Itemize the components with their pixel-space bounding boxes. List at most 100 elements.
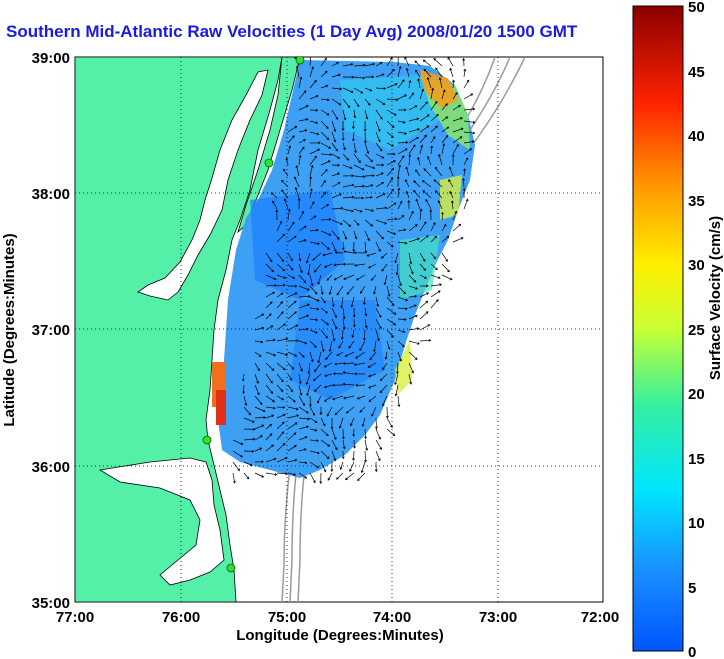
velocity-arrow bbox=[287, 362, 295, 370]
velocity-arrow bbox=[336, 472, 344, 480]
velocity-arrow bbox=[265, 263, 275, 273]
velocity-arrow bbox=[419, 338, 432, 342]
velocity-arrow bbox=[423, 68, 432, 78]
velocity-arrow bbox=[342, 362, 355, 365]
velocity-arrow bbox=[287, 472, 297, 476]
velocity-arrow bbox=[309, 131, 320, 136]
x-tick-label: 76:00 bbox=[162, 609, 200, 626]
velocity-arrow bbox=[276, 292, 284, 298]
velocity-arrow bbox=[379, 373, 388, 381]
velocity-arrow bbox=[423, 168, 432, 177]
velocity-arrow bbox=[429, 209, 433, 221]
colorbar-tick: 0 bbox=[688, 644, 696, 659]
velocity-arrow bbox=[386, 241, 394, 248]
velocity-arrow bbox=[353, 219, 360, 226]
velocity-arrow bbox=[430, 221, 436, 232]
y-tick-label: 37:00 bbox=[32, 322, 70, 339]
colorbar-tick: 5 bbox=[688, 580, 696, 597]
velocity-arrow bbox=[364, 195, 373, 199]
station-marker bbox=[226, 563, 236, 573]
velocity-arrow bbox=[342, 62, 354, 67]
x-tick-labels: 77:00 76:00 75:00 74:00 73:00 72:00 bbox=[56, 609, 619, 626]
velocity-arrow bbox=[374, 417, 378, 430]
velocity-arrow bbox=[342, 241, 345, 251]
velocity-arrow bbox=[342, 142, 346, 151]
velocity-arrow bbox=[419, 311, 429, 320]
velocity-arrow bbox=[430, 263, 438, 271]
colorbar bbox=[632, 5, 684, 652]
velocity-arrow bbox=[254, 460, 264, 464]
velocity-arrow bbox=[305, 373, 311, 386]
velocity-arrow bbox=[430, 145, 434, 155]
velocity-arrow bbox=[408, 362, 414, 374]
station-marker bbox=[202, 435, 212, 445]
velocity-arrow bbox=[352, 241, 356, 252]
x-tick-label: 73:00 bbox=[479, 609, 517, 626]
velocity-arrow bbox=[309, 57, 312, 67]
velocity-arrow bbox=[422, 190, 432, 199]
velocity-arrow bbox=[386, 318, 397, 326]
velocity-arrow bbox=[441, 134, 449, 144]
velocity-arrow bbox=[364, 318, 368, 329]
velocity-arrow bbox=[364, 230, 370, 242]
velocity-arrow bbox=[375, 87, 387, 90]
velocity-arrow bbox=[298, 90, 307, 100]
velocity-arrow bbox=[309, 461, 320, 469]
velocity-arrow bbox=[364, 75, 375, 79]
station-marker bbox=[295, 57, 305, 65]
velocity-arrow bbox=[386, 68, 395, 78]
velocity-arrow bbox=[309, 406, 315, 416]
velocity-arrow bbox=[364, 153, 373, 163]
velocity-vectors bbox=[232, 57, 476, 485]
velocity-arrow bbox=[344, 351, 355, 357]
velocity-arrow bbox=[415, 198, 421, 210]
velocity-arrow bbox=[397, 57, 400, 67]
colorbar-ticks: 0 5 10 15 20 25 30 35 40 45 50 bbox=[688, 0, 705, 659]
velocity-arrow bbox=[364, 174, 375, 177]
velocity-arrow bbox=[452, 117, 463, 122]
velocity-arrow bbox=[241, 373, 245, 382]
velocity-arrow bbox=[276, 252, 285, 263]
velocity-arrow bbox=[309, 188, 313, 199]
velocity-arrow bbox=[254, 362, 260, 372]
velocity-arrow bbox=[375, 241, 381, 253]
velocity-arrow bbox=[265, 472, 278, 476]
velocity-arrow bbox=[254, 435, 263, 441]
velocity-arrow bbox=[320, 461, 327, 473]
velocity-arrow bbox=[287, 351, 298, 357]
x-tick-label: 74:00 bbox=[373, 609, 411, 626]
velocity-arrow bbox=[309, 296, 320, 302]
velocity-arrow bbox=[319, 472, 323, 485]
velocity-arrow bbox=[375, 61, 383, 67]
velocity-arrow bbox=[407, 200, 411, 210]
velocity-arrow bbox=[320, 120, 329, 129]
velocity-arrow bbox=[328, 285, 333, 295]
velocity-arrow bbox=[438, 153, 443, 166]
velocity-arrow bbox=[351, 120, 355, 130]
velocity-arrow bbox=[408, 351, 418, 360]
velocity-arrow bbox=[309, 340, 317, 348]
velocity-arrow bbox=[352, 450, 355, 461]
velocity-arrow bbox=[298, 461, 308, 465]
velocity-arrow bbox=[320, 169, 328, 177]
velocity-arrow bbox=[320, 285, 324, 295]
velocity-arrow bbox=[309, 66, 314, 78]
velocity-arrow bbox=[320, 241, 330, 250]
velocity-arrow bbox=[243, 461, 253, 467]
velocity-arrow bbox=[232, 461, 240, 472]
velocity-arrow bbox=[276, 406, 286, 409]
velocity-arrow bbox=[331, 131, 337, 143]
velocity-arrow bbox=[298, 384, 303, 396]
velocity-arrow bbox=[287, 324, 299, 331]
velocity-arrow bbox=[331, 73, 341, 78]
velocity-arrow bbox=[331, 87, 343, 91]
velocity-arrow bbox=[320, 98, 330, 102]
velocity-arrow bbox=[281, 189, 289, 199]
velocity-arrow bbox=[375, 153, 385, 159]
velocity-arrow bbox=[405, 67, 410, 78]
velocity-arrow bbox=[408, 237, 420, 243]
velocity-arrow bbox=[309, 176, 313, 188]
y-axis-label: Latitude (Degrees:Minutes) bbox=[1, 233, 18, 426]
colorbar-tick: 15 bbox=[688, 451, 705, 468]
velocity-arrow bbox=[320, 450, 330, 460]
